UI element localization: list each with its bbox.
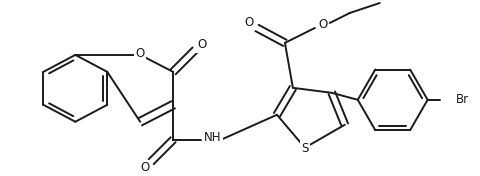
Text: O: O (318, 18, 327, 32)
Text: Br: Br (455, 93, 468, 106)
Text: O: O (135, 47, 144, 60)
Text: O: O (197, 38, 206, 51)
Text: S: S (300, 142, 308, 155)
Text: NH: NH (204, 131, 221, 144)
Text: O: O (244, 16, 253, 29)
Text: O: O (140, 161, 149, 174)
